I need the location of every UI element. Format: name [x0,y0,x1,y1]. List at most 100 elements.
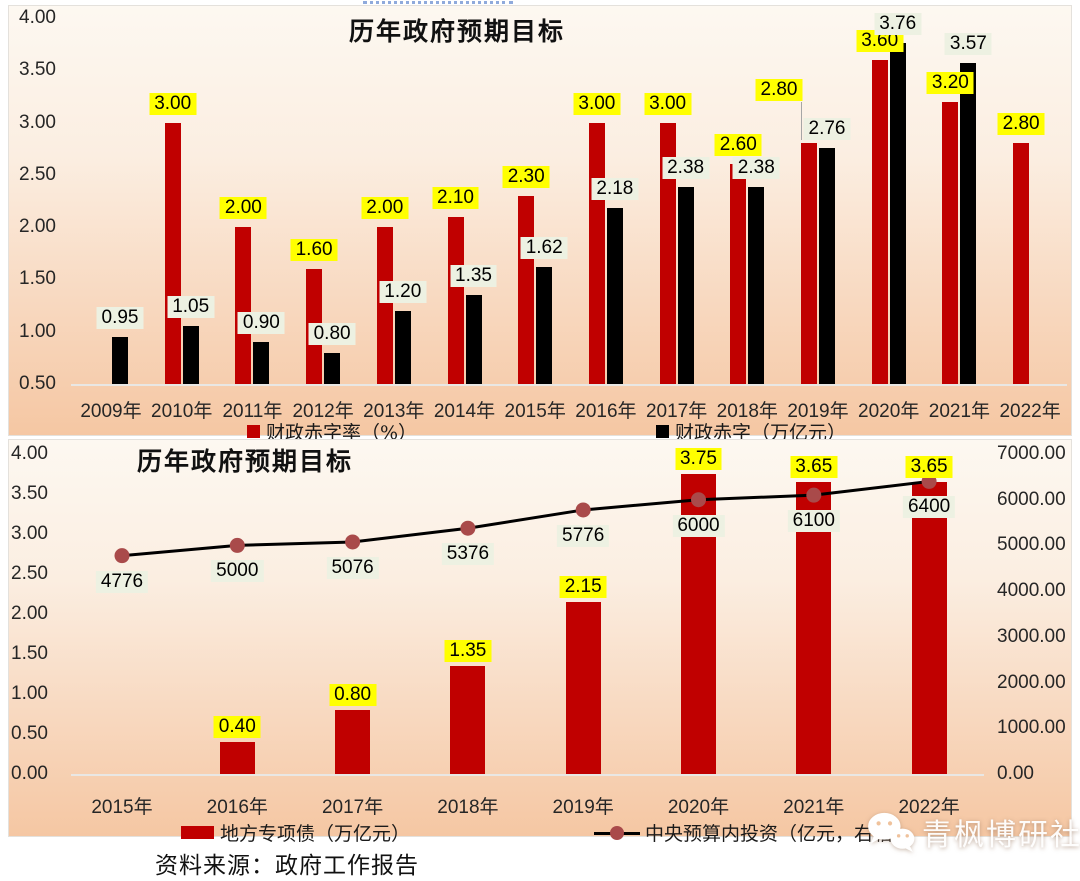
x-axis-label: 2014年 [433,401,496,422]
bar-value-label: 3.75 [675,448,722,470]
y-axis-label: 4.00 [19,7,56,28]
wechat-icon [868,812,915,853]
line-value-label: 5776 [557,524,610,547]
x-axis-label: 2009年 [80,401,142,422]
x-axis-label: 2016年 [206,797,268,818]
special-bond-bar [565,602,601,774]
right-y-axis-label: 2000.00 [997,671,1066,693]
line-dot-legend-icon [594,825,640,840]
y-axis-label: 1.00 [19,320,56,342]
bar-value-label: 2.15 [559,576,607,598]
right-y-axis-label: 1000.00 [997,717,1066,739]
x-axis-label: 2021年 [783,797,845,818]
bar-value-label: 2.38 [732,157,780,180]
black-square-legend-icon [656,425,669,438]
bar-value-label: 2.38 [662,157,710,180]
bar-value-label: 1.60 [290,238,338,261]
deficit-bar [112,336,128,384]
x-axis-label: 2013年 [363,401,425,422]
deficit-bar [748,187,765,384]
line-value-label: 6400 [902,496,956,519]
line-point-marker [229,537,245,553]
left-y-axis-label: 3.50 [11,483,48,504]
line-value-label: 5000 [211,560,264,583]
deficit-bar [324,352,341,384]
left-y-axis-label: 4.00 [11,443,48,464]
bar-value-label: 2.80 [755,79,803,102]
bar-value-label: 3.65 [790,456,838,478]
line-value-label: 4776 [95,570,149,593]
deficit-ratio-bar [730,164,747,384]
legend-item-deficit-ratio: 财政赤字率（%） [247,418,417,445]
line-point-marker [114,548,130,564]
legend-item-central-investment: 中央预算内投资（亿元，右轴） [594,819,911,846]
deficit-ratio-bar [518,195,535,384]
x-axis-label: 2018年 [437,797,499,818]
y-axis-label: 3.50 [19,59,56,81]
x-axis-label: 2015年 [504,401,566,422]
special-bond-bar [911,482,947,774]
bar-value-label: 3.65 [905,456,953,478]
left-y-axis-label: 2.50 [11,563,48,584]
deficit-bar [819,147,835,384]
x-axis-line [71,384,1067,386]
x-axis-label: 2019年 [552,797,614,818]
deficit-bar [889,43,906,384]
bar-value-label: 1.20 [379,280,427,303]
special-bond-bar [450,666,486,774]
bar-value-label: 3.20 [926,71,974,94]
line-point-marker [691,492,706,508]
right-y-axis-label: 5000.00 [997,534,1066,556]
bar-value-label: 2.80 [997,113,1045,136]
right-y-axis-label: 0.00 [997,763,1034,784]
line-point-marker [575,502,591,518]
bar-value-label: 3.76 [874,13,922,36]
deficit-bar [677,187,694,384]
left-y-axis-label: 1.50 [11,643,48,664]
legend-label-central-investment: 中央预算内投资（亿元，右轴） [645,823,912,845]
deficit-ratio-bar [1013,143,1030,384]
line-value-label: 6100 [787,510,840,533]
x-axis-label: 2017年 [645,401,708,422]
x-axis-label: 2016年 [575,401,637,422]
left-y-axis-label: 0.50 [11,723,48,744]
line-point-marker [345,534,361,550]
bar-value-label: 2.30 [502,165,550,188]
special-bond-bar [219,742,255,774]
watermark-text: 青枫博研社 [922,818,1080,853]
x-axis-line [71,774,984,776]
bar-value-label: 1.62 [520,236,568,259]
watermark: 青枫博研社 [866,810,1080,854]
deficit-ratio-bar [588,122,605,384]
bar-value-label: 1.35 [450,265,497,288]
bar-value-label: 3.00 [573,92,621,115]
x-axis-label: 2022年 [999,401,1061,422]
line-value-label: 5076 [326,556,379,579]
bar-value-label: 2.10 [432,186,479,209]
bottom-chart-title: 历年政府预期目标 [137,447,354,476]
deficit-bar [960,62,977,384]
right-y-axis-label: 3000.00 [997,625,1066,647]
right-y-axis-label: 4000.00 [997,580,1066,602]
line-value-label: 6000 [672,514,725,537]
bar-value-label: 0.90 [237,312,285,335]
x-axis-label: 2012年 [292,401,354,422]
deficit-bar [465,295,482,384]
x-axis-label: 2018年 [716,401,778,422]
source-note: 资料来源：政府工作报告 [155,853,419,879]
line-value-label: 5376 [441,543,495,566]
deficit-bar [536,266,553,384]
right-y-axis-label: 7000.00 [997,443,1066,464]
bar-value-label: 2.18 [591,178,639,201]
bar-value-label: 2.60 [714,134,762,157]
line-point-marker [806,487,822,503]
bar-value-label: 0.95 [96,306,144,329]
bar-value-label: 3.60 [856,29,904,52]
special-bond-bar [335,710,371,774]
bar-value-label: 2.76 [803,117,851,140]
x-axis-label: 2019年 [787,401,849,422]
left-y-axis-label: 1.00 [11,683,48,704]
legend-label-deficit: 财政赤字（万亿元） [675,422,847,444]
x-axis-label: 2020年 [858,401,920,422]
bar-value-label: 1.05 [167,296,215,319]
